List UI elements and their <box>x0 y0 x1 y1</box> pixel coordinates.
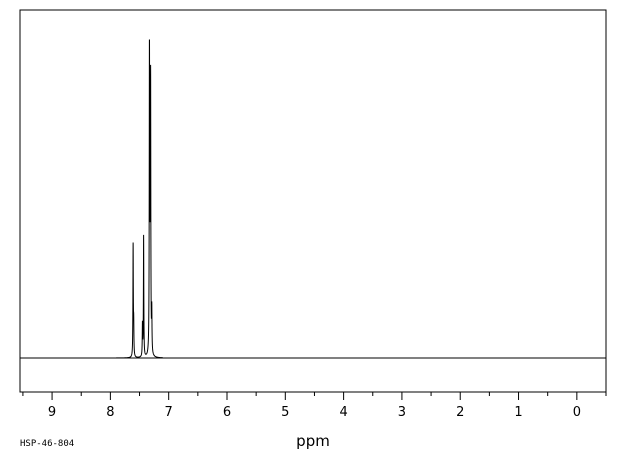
x-tick-label: 4 <box>339 405 347 420</box>
x-tick-label: 6 <box>223 405 231 420</box>
x-tick-label: 0 <box>573 405 581 420</box>
x-tick-label: 7 <box>165 405 173 420</box>
x-tick-label: 8 <box>106 405 114 420</box>
plot-frame <box>19 9 607 393</box>
spectrum-trace <box>116 39 164 359</box>
x-axis-ticks: 9 8 7 6 5 4 3 2 1 0 <box>22 392 607 420</box>
x-tick-label: 2 <box>456 405 464 420</box>
x-tick-label: 5 <box>281 405 289 420</box>
x-tick-label: 1 <box>514 405 522 420</box>
x-axis-label: ppm <box>296 432 330 450</box>
spectrum-code-label: HSP-46-804 <box>20 439 74 449</box>
x-tick-label: 3 <box>398 405 406 420</box>
x-tick-label: 9 <box>48 405 56 420</box>
spectrum-peak-6 <box>150 294 151 295</box>
